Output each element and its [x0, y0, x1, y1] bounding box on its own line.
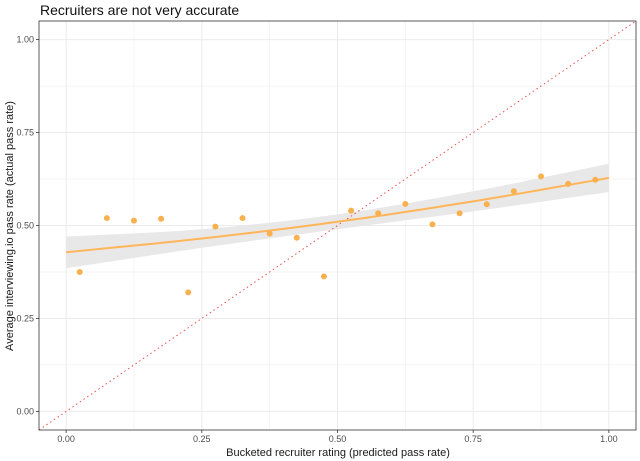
x-tick-layer: 0.00 0.25 0.50 0.75 1.00: [57, 430, 618, 444]
data-point: [293, 234, 300, 241]
data-point: [212, 223, 219, 230]
ci-band-layer: [66, 163, 609, 269]
data-point: [239, 215, 246, 222]
x-tick-label: 0.25: [193, 434, 211, 444]
data-point: [320, 273, 327, 280]
y-tick-label: 0.25: [16, 313, 34, 323]
data-point: [185, 289, 192, 296]
data-point: [565, 180, 572, 187]
x-tick-label: 1.00: [600, 434, 618, 444]
confidence-band: [66, 163, 609, 269]
x-tick-label: 0.75: [464, 434, 482, 444]
data-point: [348, 207, 355, 214]
data-point: [103, 215, 110, 222]
data-point: [158, 215, 165, 222]
data-point: [130, 217, 137, 224]
point-layer: [76, 173, 599, 296]
data-point: [76, 268, 83, 275]
x-tick-label: 0.00: [57, 434, 75, 444]
data-point: [592, 176, 599, 183]
y-tick-label: 0.75: [16, 128, 34, 138]
data-point: [483, 201, 490, 208]
data-point: [375, 210, 382, 217]
chart-title: Recruiters are not very accurate: [40, 2, 240, 18]
data-point: [402, 200, 409, 207]
x-axis-title: Bucketed recruiter rating (predicted pas…: [226, 447, 450, 459]
y-tick-label: 0.00: [16, 406, 34, 416]
y-tick-label: 1.00: [16, 35, 34, 45]
reference-line-layer: [38, 20, 637, 431]
data-point: [266, 230, 273, 237]
data-point: [538, 173, 545, 180]
grid-layer: [39, 21, 636, 430]
x-tick-label: 0.50: [329, 434, 347, 444]
fit-line: [66, 176, 610, 254]
reference-line: [38, 20, 637, 431]
y-tick-layer: 0.00 0.25 0.50 0.75 1.00: [16, 35, 39, 416]
data-point: [429, 221, 436, 228]
data-point: [456, 210, 463, 217]
data-point: [510, 188, 517, 195]
y-tick-label: 0.50: [16, 221, 34, 231]
fit-line-layer: [66, 176, 610, 254]
y-axis-title: Average interviewing.io pass rate (actua…: [4, 101, 16, 351]
